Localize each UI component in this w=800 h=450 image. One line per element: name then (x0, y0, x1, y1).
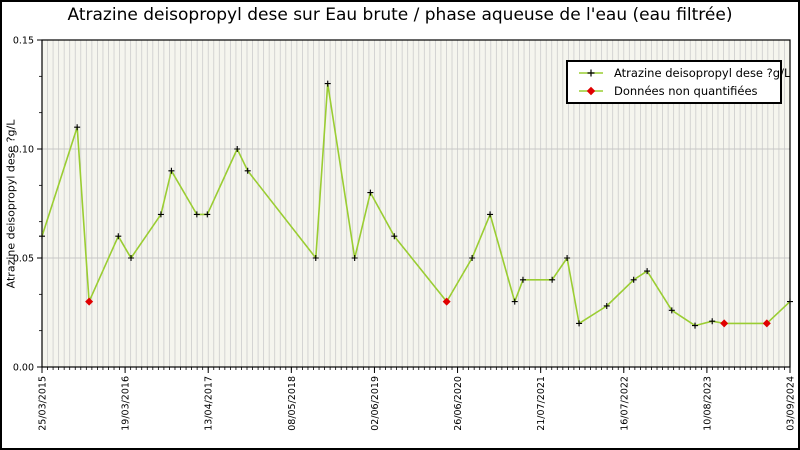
unquantified-point-marker (85, 297, 94, 306)
unquantified-point-marker (720, 319, 729, 328)
data-point-marker (312, 255, 319, 261)
legend-entry-unquantified: Données non quantifiées (577, 83, 780, 99)
y-tick-label: 0.10 (13, 145, 34, 156)
x-tick-label: 02/06/2019 (370, 376, 381, 431)
legend-entry-series: Atrazine deisopropyl dese ?g/L (577, 65, 790, 81)
data-point-marker (128, 255, 135, 261)
data-point-marker (469, 255, 476, 261)
data-point-marker (74, 124, 81, 131)
data-point-marker (193, 211, 200, 218)
data-point-marker (244, 167, 251, 174)
data-point-marker (692, 322, 699, 329)
legend-unquantified-label: Données non quantifiées (614, 84, 758, 98)
y-tick-label: 0.05 (13, 254, 34, 265)
plot-border (41, 39, 791, 368)
y-tick-label: 0.00 (13, 363, 34, 374)
chart-title: Atrazine deisopropyl dese sur Eau brute … (67, 5, 733, 25)
data-point-marker (157, 211, 164, 218)
data-point-marker (603, 302, 610, 309)
data-point-marker (487, 211, 494, 218)
data-point-marker (204, 211, 211, 218)
data-point-marker (630, 276, 637, 283)
x-tick-label: 19/03/2016 (121, 376, 132, 431)
data-point-marker (519, 276, 526, 283)
data-point-marker (351, 255, 358, 261)
series-line-marker-icon (579, 69, 603, 77)
data-point-marker (234, 146, 241, 152)
legend-box: Atrazine deisopropyl dese ?g/L Données n… (566, 60, 790, 104)
unquantified-marker-icon (579, 86, 603, 96)
data-point-marker (549, 276, 556, 283)
data-point-marker (324, 80, 331, 87)
data-point-marker (168, 167, 175, 174)
data-point-marker (39, 233, 45, 240)
unquantified-point-marker (762, 319, 771, 328)
data-point-marker (644, 268, 651, 275)
legend-series-label: Atrazine deisopropyl dese ?g/L (614, 66, 791, 80)
x-tick-label: 08/05/2018 (287, 376, 298, 431)
data-point-marker (668, 307, 675, 314)
x-tick-label: 21/07/2021 (536, 376, 547, 431)
data-point-marker (787, 298, 793, 305)
data-point-marker (511, 298, 518, 305)
y-axis-label-text: Atrazine deisopropyl dese ?g/L (4, 119, 18, 289)
data-point-marker (564, 255, 571, 261)
x-tick-label: 16/07/2022 (619, 376, 630, 431)
y-tick-label: 0.15 (13, 36, 34, 47)
x-tick-label: 10/08/2023 (702, 376, 713, 431)
data-point-marker (391, 233, 398, 240)
x-tick-label: 26/06/2020 (453, 376, 464, 431)
data-point-marker (115, 233, 122, 240)
x-tick-label: 13/04/2017 (204, 376, 215, 431)
data-point-marker (367, 189, 374, 196)
x-tick-label: 03/09/2024 (786, 376, 797, 431)
unquantified-point-marker (442, 297, 451, 306)
x-tick-label: 25/03/2015 (38, 376, 49, 431)
data-point-marker (709, 318, 716, 325)
data-point-marker (576, 320, 583, 327)
